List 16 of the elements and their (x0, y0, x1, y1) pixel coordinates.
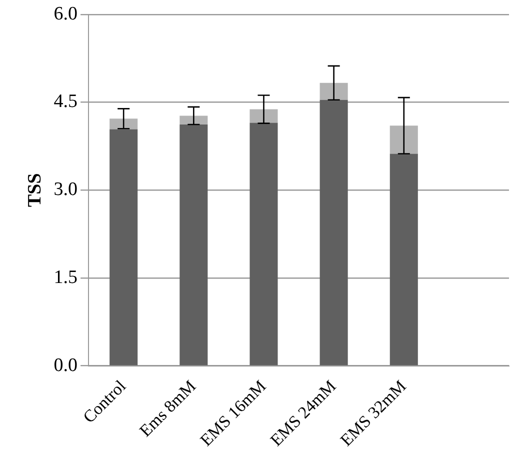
y-tick-label: 1.5 (54, 266, 78, 288)
bar (320, 100, 348, 366)
bar (110, 129, 138, 366)
bar (250, 122, 278, 366)
bar (390, 154, 418, 366)
bar (250, 109, 278, 123)
bar (390, 126, 418, 154)
bar (320, 82, 348, 100)
y-tick-label: 4.5 (54, 91, 78, 112)
y-axis-title: TSS (24, 173, 46, 208)
y-tick-label: 0.0 (54, 354, 78, 376)
y-tick-label: 6.0 (54, 3, 78, 24)
bar (110, 118, 138, 130)
bar (180, 116, 208, 125)
y-tick-label: 3.0 (54, 179, 78, 200)
bar (180, 124, 208, 366)
